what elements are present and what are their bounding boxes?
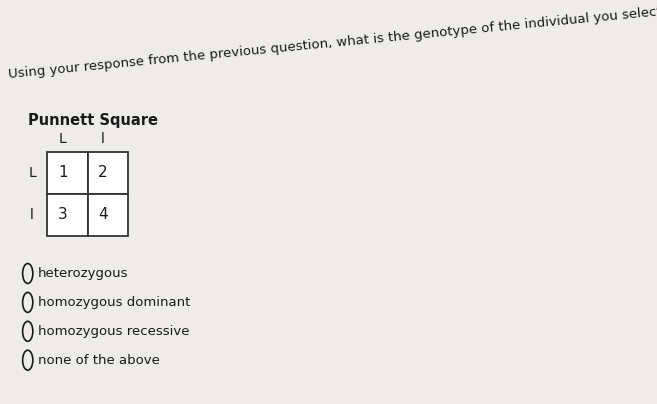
Bar [47, 194, 87, 236]
Text: L: L [28, 166, 36, 180]
Bar [47, 152, 87, 194]
Text: homozygous recessive: homozygous recessive [38, 325, 189, 338]
Text: l: l [30, 208, 34, 222]
Text: L: L [59, 133, 66, 146]
Text: none of the above: none of the above [38, 354, 160, 367]
Bar [87, 152, 127, 194]
Text: l: l [101, 133, 104, 146]
Text: Using your response from the previous question, what is the genotype of the indi: Using your response from the previous qu… [8, 3, 657, 81]
Bar [87, 194, 127, 236]
Text: 1: 1 [58, 165, 68, 180]
Text: 2: 2 [98, 165, 108, 180]
Text: heterozygous: heterozygous [38, 267, 128, 280]
Text: homozygous dominant: homozygous dominant [38, 296, 191, 309]
Text: 3: 3 [58, 207, 68, 222]
Text: 4: 4 [98, 207, 108, 222]
Text: Punnett Square: Punnett Square [28, 113, 158, 128]
